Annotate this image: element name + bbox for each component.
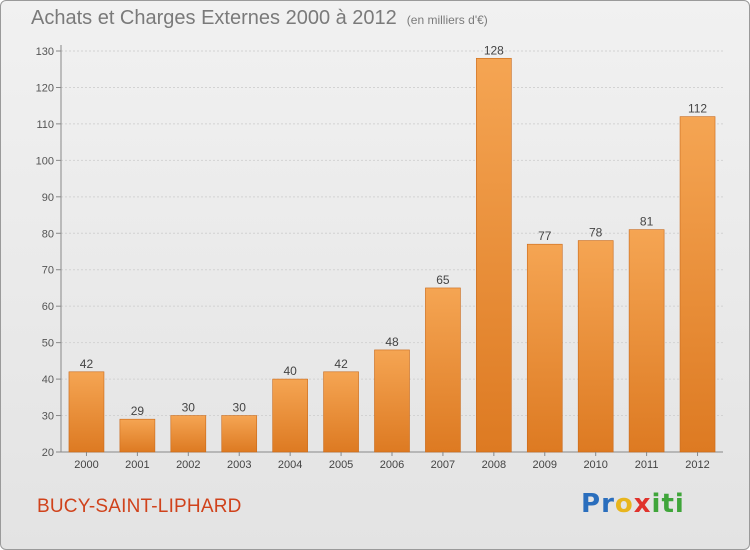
bar-2004 [272,378,308,453]
chart-subtitle: (en milliers d'€) [406,13,488,27]
bar-2001 [119,418,156,453]
data-label: 77 [538,229,552,243]
data-label: 81 [640,215,654,229]
bar-2010 [577,240,614,453]
y-tick-label: 30 [42,411,54,423]
data-label: 30 [233,401,247,415]
data-label: 128 [484,43,504,57]
x-tick-label: 2000 [74,459,98,471]
bar-2002 [170,415,207,453]
commune-name: BUCY-SAINT-LIPHARD [37,496,242,517]
x-tick-label: 2010 [583,459,607,471]
y-tick-label: 100 [36,155,54,167]
y-tick-label: 70 [42,265,54,277]
bar-2009 [526,243,563,453]
x-tick-label: 2004 [278,459,302,471]
x-tick-label: 2011 [635,459,659,471]
bar-2005 [323,371,359,453]
bar-2008 [476,57,512,453]
y-tick-label: 90 [42,192,54,204]
data-labels: 42 29 30 30 40 42 48 65 128 77 78 81 112 [80,43,708,418]
bar-2006 [374,349,410,453]
y-tick-label: 60 [42,301,54,313]
data-label: 30 [182,401,196,415]
x-tick-label: 2002 [176,459,200,471]
data-label: 42 [80,357,94,371]
data-label: 42 [334,357,348,371]
y-tick-label: 120 [36,82,54,94]
y-tick-label: 110 [36,119,54,131]
data-label: 112 [688,102,707,116]
data-label: 65 [436,273,450,287]
y-tick-label: 80 [42,228,54,240]
x-tick-label: 2012 [685,459,709,471]
x-tick-label: 2006 [380,459,404,471]
y-tick-label: 130 [36,46,54,58]
data-label: 29 [131,404,145,418]
x-tick-label: 2008 [482,459,506,471]
bar-2012 [679,116,716,453]
chart-title: Achats et Charges Externes 2000 à 2012 (e… [31,7,488,30]
y-tick-label: 20 [42,447,54,459]
bar-2000 [68,371,105,453]
bars [68,57,716,453]
x-tick-label: 2001 [125,459,149,471]
bar-2003 [221,415,258,453]
x-axis: 2000 2001 2002 2003 2004 2005 2006 2007 2008 2009… [74,452,710,471]
data-label: 48 [385,335,399,349]
proxiti-logo: Proxiti [581,489,685,519]
x-tick-label: 2003 [227,459,251,471]
x-tick-label: 2005 [329,459,353,471]
x-tick-label: 2009 [533,459,557,471]
bar-2011 [628,229,665,453]
y-tick-label: 40 [42,374,54,386]
data-label: 78 [589,226,603,240]
y-tick-label: 50 [42,338,54,350]
data-label: 40 [283,364,297,378]
bar-2007 [425,287,461,453]
chart-title-text: Achats et Charges Externes 2000 à 2012 [31,7,397,29]
x-tick-label: 2007 [431,459,455,471]
